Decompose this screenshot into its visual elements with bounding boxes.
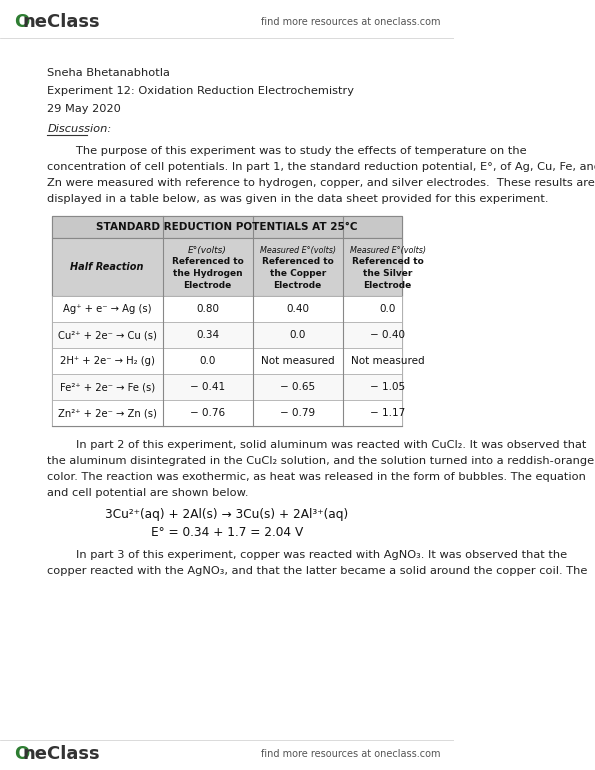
Text: Cu²⁺ + 2e⁻ → Cu (s): Cu²⁺ + 2e⁻ → Cu (s) xyxy=(58,330,156,340)
Text: Not measured: Not measured xyxy=(351,356,424,366)
Text: neClass: neClass xyxy=(22,745,100,763)
Bar xyxy=(52,296,402,322)
Text: 0.34: 0.34 xyxy=(196,330,219,340)
Text: The purpose of this experiment was to study the effects of temperature on the: The purpose of this experiment was to st… xyxy=(48,146,527,156)
Text: Referenced to
the Silver
Electrode: Referenced to the Silver Electrode xyxy=(352,257,424,290)
Text: 3Cu²⁺(aq) + 2Al(s) → 3Cu(s) + 2Al³⁺(aq): 3Cu²⁺(aq) + 2Al(s) → 3Cu(s) + 2Al³⁺(aq) xyxy=(105,508,348,521)
Text: 0.80: 0.80 xyxy=(196,304,219,314)
Bar xyxy=(52,216,402,426)
Text: find more resources at oneclass.com: find more resources at oneclass.com xyxy=(261,17,440,27)
Text: Ag⁺ + e⁻ → Ag (s): Ag⁺ + e⁻ → Ag (s) xyxy=(63,304,152,314)
Text: Experiment 12: Oxidation Reduction Electrochemistry: Experiment 12: Oxidation Reduction Elect… xyxy=(48,86,354,96)
Text: 0.40: 0.40 xyxy=(286,304,309,314)
Bar xyxy=(52,374,402,400)
Text: In part 3 of this experiment, copper was reacted with AgNO₃. It was observed tha: In part 3 of this experiment, copper was… xyxy=(48,550,568,560)
Bar xyxy=(52,348,402,374)
Text: Measured E°(volts): Measured E°(volts) xyxy=(259,246,336,255)
Text: − 0.65: − 0.65 xyxy=(280,382,315,392)
Text: copper reacted with the AgNO₃, and that the latter became a solid around the cop: copper reacted with the AgNO₃, and that … xyxy=(48,566,588,576)
Text: − 0.41: − 0.41 xyxy=(190,382,225,392)
Text: find more resources at oneclass.com: find more resources at oneclass.com xyxy=(261,749,440,759)
Text: E° = 0.34 + 1.7 = 2.04 V: E° = 0.34 + 1.7 = 2.04 V xyxy=(151,526,303,539)
Text: and cell potential are shown below.: and cell potential are shown below. xyxy=(48,488,249,498)
Text: Sneha Bhetanabhotla: Sneha Bhetanabhotla xyxy=(48,68,170,78)
Text: Referenced to
the Hydrogen
Electrode: Referenced to the Hydrogen Electrode xyxy=(172,257,243,290)
Text: − 1.17: − 1.17 xyxy=(370,408,405,418)
Text: − 0.40: − 0.40 xyxy=(370,330,405,340)
Text: − 0.79: − 0.79 xyxy=(280,408,315,418)
Text: color. The reaction was exothermic, as heat was released in the form of bubbles.: color. The reaction was exothermic, as h… xyxy=(48,472,586,482)
Text: 0.0: 0.0 xyxy=(380,304,396,314)
Text: Not measured: Not measured xyxy=(261,356,334,366)
Text: 0.0: 0.0 xyxy=(199,356,216,366)
Text: Discussion:: Discussion: xyxy=(48,124,112,134)
Text: E°(volts): E°(volts) xyxy=(188,246,227,255)
Text: O: O xyxy=(14,745,29,763)
Text: − 1.05: − 1.05 xyxy=(370,382,405,392)
Text: 29 May 2020: 29 May 2020 xyxy=(48,104,121,114)
Text: Half Reaction: Half Reaction xyxy=(70,262,144,272)
Bar xyxy=(52,216,402,238)
Text: Referenced to
the Copper
Electrode: Referenced to the Copper Electrode xyxy=(262,257,334,290)
Text: Zn²⁺ + 2e⁻ → Zn (s): Zn²⁺ + 2e⁻ → Zn (s) xyxy=(58,408,156,418)
Text: In part 2 of this experiment, solid aluminum was reacted with CuCl₂. It was obse: In part 2 of this experiment, solid alum… xyxy=(48,440,587,450)
Text: Measured E°(volts): Measured E°(volts) xyxy=(350,246,425,255)
Bar xyxy=(52,322,402,348)
Text: 2H⁺ + 2e⁻ → H₂ (g): 2H⁺ + 2e⁻ → H₂ (g) xyxy=(60,356,155,366)
Text: concentration of cell potentials. In part 1, the standard reduction potential, E: concentration of cell potentials. In par… xyxy=(48,162,595,172)
Text: neClass: neClass xyxy=(22,13,100,31)
Text: Fe²⁺ + 2e⁻ → Fe (s): Fe²⁺ + 2e⁻ → Fe (s) xyxy=(60,382,155,392)
Text: STANDARD REDUCTION POTENTIALS AT 25°C: STANDARD REDUCTION POTENTIALS AT 25°C xyxy=(96,222,358,232)
Text: the aluminum disintegrated in the CuCl₂ solution, and the solution turned into a: the aluminum disintegrated in the CuCl₂ … xyxy=(48,456,594,466)
Text: 0.0: 0.0 xyxy=(289,330,306,340)
Text: Zn were measured with reference to hydrogen, copper, and silver electrodes.  The: Zn were measured with reference to hydro… xyxy=(48,178,595,188)
Text: displayed in a table below, as was given in the data sheet provided for this exp: displayed in a table below, as was given… xyxy=(48,194,549,204)
Text: − 0.76: − 0.76 xyxy=(190,408,225,418)
Bar xyxy=(52,238,402,296)
Bar xyxy=(52,400,402,426)
Text: O: O xyxy=(14,13,29,31)
